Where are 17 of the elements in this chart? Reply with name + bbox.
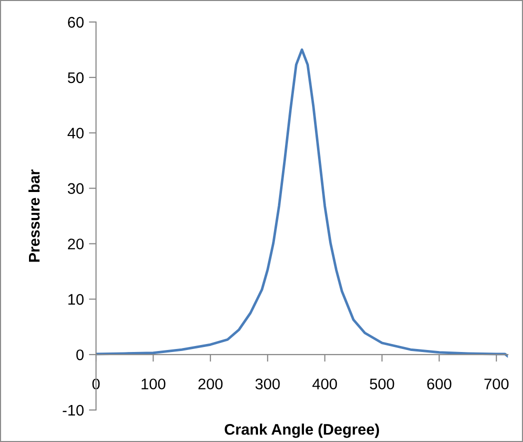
y-axis-title: Pressure bar xyxy=(28,170,40,262)
y-tick-label: 50 xyxy=(68,72,84,84)
y-tick-label: 20 xyxy=(68,238,84,250)
y-tick-label: 40 xyxy=(68,128,84,139)
x-tick-label: 700 xyxy=(484,378,509,390)
x-tick-label: 200 xyxy=(198,378,223,390)
x-tick-label: 300 xyxy=(255,378,280,390)
y-tick-label: 10 xyxy=(68,294,84,305)
x-tick-label: 400 xyxy=(312,378,337,390)
y-tick-label: 30 xyxy=(68,183,84,194)
x-tick-label: 500 xyxy=(370,378,394,390)
y-tick-label: -10 xyxy=(62,404,84,416)
x-axis-title: Crank Angle (Degree) xyxy=(224,424,379,438)
x-tick-label: 600 xyxy=(427,378,452,390)
y-tick-label: 0 xyxy=(76,349,84,360)
x-tick-label: 100 xyxy=(142,378,166,390)
y-tick-label: 60 xyxy=(68,16,84,28)
